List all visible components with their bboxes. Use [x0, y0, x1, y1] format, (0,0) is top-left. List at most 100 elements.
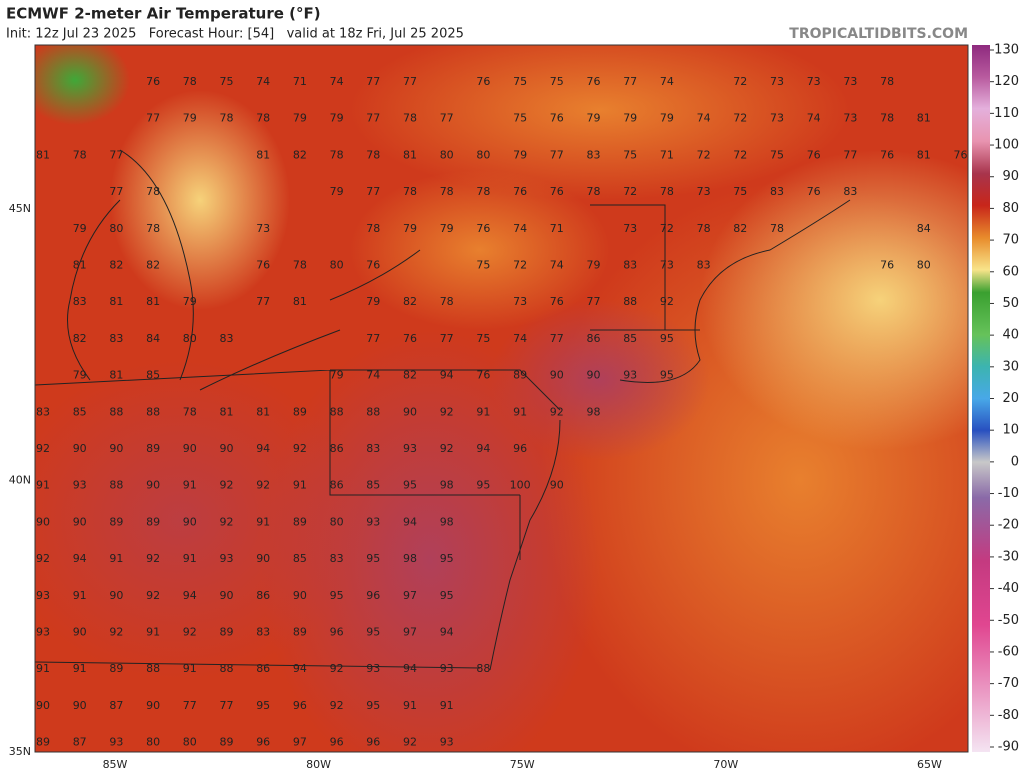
temperature-label: 76 — [880, 259, 894, 272]
temperature-label: 75 — [476, 259, 490, 272]
temperature-label: 91 — [73, 589, 87, 602]
temperature-label: 81 — [256, 405, 270, 418]
temperature-label: 78 — [697, 222, 711, 235]
temperature-label: 95 — [440, 552, 454, 565]
temperature-label: 86 — [330, 442, 344, 455]
temperature-label: 96 — [366, 736, 380, 749]
colorbar — [972, 45, 990, 752]
colorbar-tick-label: 110 — [994, 106, 1019, 121]
temperature-label: 91 — [403, 699, 417, 712]
temperature-label: 74 — [513, 222, 527, 235]
temperature-label: 72 — [733, 112, 747, 125]
temperature-label: 78 — [366, 148, 380, 161]
temperature-label: 94 — [256, 442, 270, 455]
temperature-label: 91 — [109, 552, 123, 565]
temperature-label: 83 — [73, 295, 87, 308]
temperature-label: 93 — [366, 515, 380, 528]
temperature-label: 74 — [697, 112, 711, 125]
temperature-label: 94 — [440, 626, 454, 639]
temperature-label: 90 — [73, 699, 87, 712]
temperature-label: 90 — [109, 442, 123, 455]
temperature-label: 76 — [403, 332, 417, 345]
temperature-label: 95 — [256, 699, 270, 712]
temperature-label: 79 — [183, 112, 197, 125]
subtitle: Init: 12z Jul 23 2025 Forecast Hour: [54… — [6, 27, 464, 42]
temperature-label: 95 — [366, 552, 380, 565]
temperature-label: 76 — [366, 259, 380, 272]
temperature-label: 78 — [293, 259, 307, 272]
temperature-label: 72 — [733, 148, 747, 161]
longitude-label: 65W — [917, 758, 942, 771]
temperature-label: 93 — [36, 626, 50, 639]
temperature-label: 84 — [917, 222, 931, 235]
temperature-label: 90 — [550, 369, 564, 382]
temperature-label: 93 — [73, 479, 87, 492]
temperature-label: 77 — [623, 75, 637, 88]
temperature-label: 75 — [220, 75, 234, 88]
temperature-label: 88 — [146, 662, 160, 675]
temperature-label: 91 — [476, 405, 490, 418]
temperature-label: 79 — [660, 112, 674, 125]
temperature-label: 81 — [36, 148, 50, 161]
colorbar-tick-label: -90 — [998, 740, 1019, 755]
temperature-label: 89 — [513, 369, 527, 382]
temperature-label: 79 — [623, 112, 637, 125]
temperature-label: 92 — [440, 442, 454, 455]
colorbar-tick-label: 80 — [1002, 201, 1019, 216]
temperature-label: 79 — [330, 112, 344, 125]
temperature-label: 80 — [183, 332, 197, 345]
temperature-label: 96 — [330, 626, 344, 639]
temperature-label: 80 — [146, 736, 160, 749]
temperature-label: 79 — [403, 222, 417, 235]
temperature-label: 77 — [146, 112, 160, 125]
temperature-label: 73 — [770, 112, 784, 125]
temperature-label: 84 — [146, 332, 160, 345]
temperature-label: 75 — [770, 148, 784, 161]
temperature-label: 73 — [513, 295, 527, 308]
temperature-label: 74 — [366, 369, 380, 382]
colorbar-tick-label: 120 — [994, 74, 1019, 89]
colorbar-tick-label: -30 — [998, 549, 1019, 564]
temperature-label: 91 — [36, 479, 50, 492]
temperature-label: 82 — [733, 222, 747, 235]
temperature-label: 76 — [550, 295, 564, 308]
temperature-label: 79 — [587, 112, 601, 125]
temperature-label: 86 — [256, 589, 270, 602]
temperature-label: 89 — [109, 662, 123, 675]
colorbar-tick-label: 100 — [994, 138, 1019, 153]
temperature-label: 79 — [330, 185, 344, 198]
temperature-label: 88 — [109, 405, 123, 418]
longitude-label: 75W — [510, 758, 535, 771]
temperature-label: 94 — [403, 662, 417, 675]
colorbar-tick-label: 30 — [1002, 359, 1019, 374]
temperature-label: 71 — [293, 75, 307, 88]
temperature-label: 77 — [403, 75, 417, 88]
temperature-label: 98 — [403, 552, 417, 565]
temperature-label: 92 — [330, 662, 344, 675]
temperature-label: 93 — [220, 552, 234, 565]
temperature-label: 81 — [917, 148, 931, 161]
temperature-label: 87 — [73, 736, 87, 749]
temperature-label: 77 — [550, 332, 564, 345]
temperature-label: 88 — [476, 662, 490, 675]
temperature-label: 83 — [623, 259, 637, 272]
temperature-label: 92 — [403, 736, 417, 749]
temperature-label: 74 — [330, 75, 344, 88]
temperature-label: 89 — [109, 515, 123, 528]
temperature-label: 83 — [330, 552, 344, 565]
temperature-label: 80 — [109, 222, 123, 235]
temperature-label: 87 — [109, 699, 123, 712]
colorbar-tick-label: 130 — [994, 43, 1019, 58]
temperature-label: 81 — [403, 148, 417, 161]
colorbar-tick-label: 90 — [1002, 169, 1019, 184]
temperature-label: 78 — [220, 112, 234, 125]
temperature-label: 90 — [73, 442, 87, 455]
longitude-label: 85W — [103, 758, 128, 771]
temperature-label: 91 — [73, 662, 87, 675]
temperature-label: 80 — [330, 259, 344, 272]
temperature-label: 88 — [220, 662, 234, 675]
temperature-label: 83 — [366, 442, 380, 455]
temperature-label: 96 — [256, 736, 270, 749]
temperature-label: 81 — [109, 369, 123, 382]
